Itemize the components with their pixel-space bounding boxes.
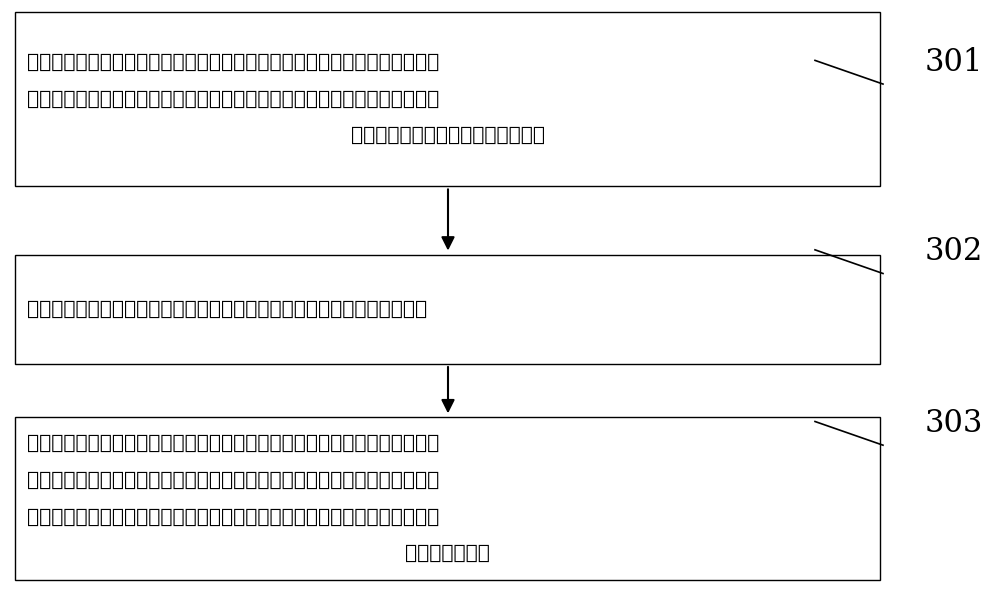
- Bar: [15, 255, 880, 364]
- Bar: [15, 12, 880, 186]
- Text: 到所述的变损值: 到所述的变损值: [405, 544, 490, 564]
- Text: 装置记录的电能数据，结合各自在所述负荷电流段下的误差值变量以及所设的: 装置记录的电能数据，结合各自在所述负荷电流段下的误差值变量以及所设的: [27, 89, 439, 109]
- Text: 303: 303: [925, 408, 983, 439]
- Text: 将所述电能数据依据其对应的负荷电流分段，代入能量平衡方程组中作为相应: 将所述电能数据依据其对应的负荷电流分段，代入能量平衡方程组中作为相应: [27, 434, 439, 453]
- Text: 302: 302: [925, 236, 983, 267]
- Text: 将指定时间内由所述进线电能计量装置记录的电能数据和由所述出线电能计量: 将指定时间内由所述进线电能计量装置记录的电能数据和由所述出线电能计量: [27, 53, 439, 72]
- Text: 整体误差计算装置获取存储的各电能计量装置在相应负荷电流段中电能数据: 整体误差计算装置获取存储的各电能计量装置在相应负荷电流段中电能数据: [27, 300, 427, 319]
- Text: 301: 301: [925, 47, 983, 78]
- Bar: [15, 417, 880, 580]
- Text: 系统能耗变量，构造能量平衡方程式: 系统能耗变量，构造能量平衡方程式: [351, 126, 544, 146]
- Text: 误差值变量的系数，构造方程式和方程组，使用误差标准器的已知误差，求解: 误差值变量的系数，构造方程式和方程组，使用误差标准器的已知误差，求解: [27, 471, 439, 490]
- Text: 所述能量平衡方程组，得到各电能计量装置在各负荷等级中的误差值，进而得: 所述能量平衡方程组，得到各电能计量装置在各负荷等级中的误差值，进而得: [27, 507, 439, 527]
